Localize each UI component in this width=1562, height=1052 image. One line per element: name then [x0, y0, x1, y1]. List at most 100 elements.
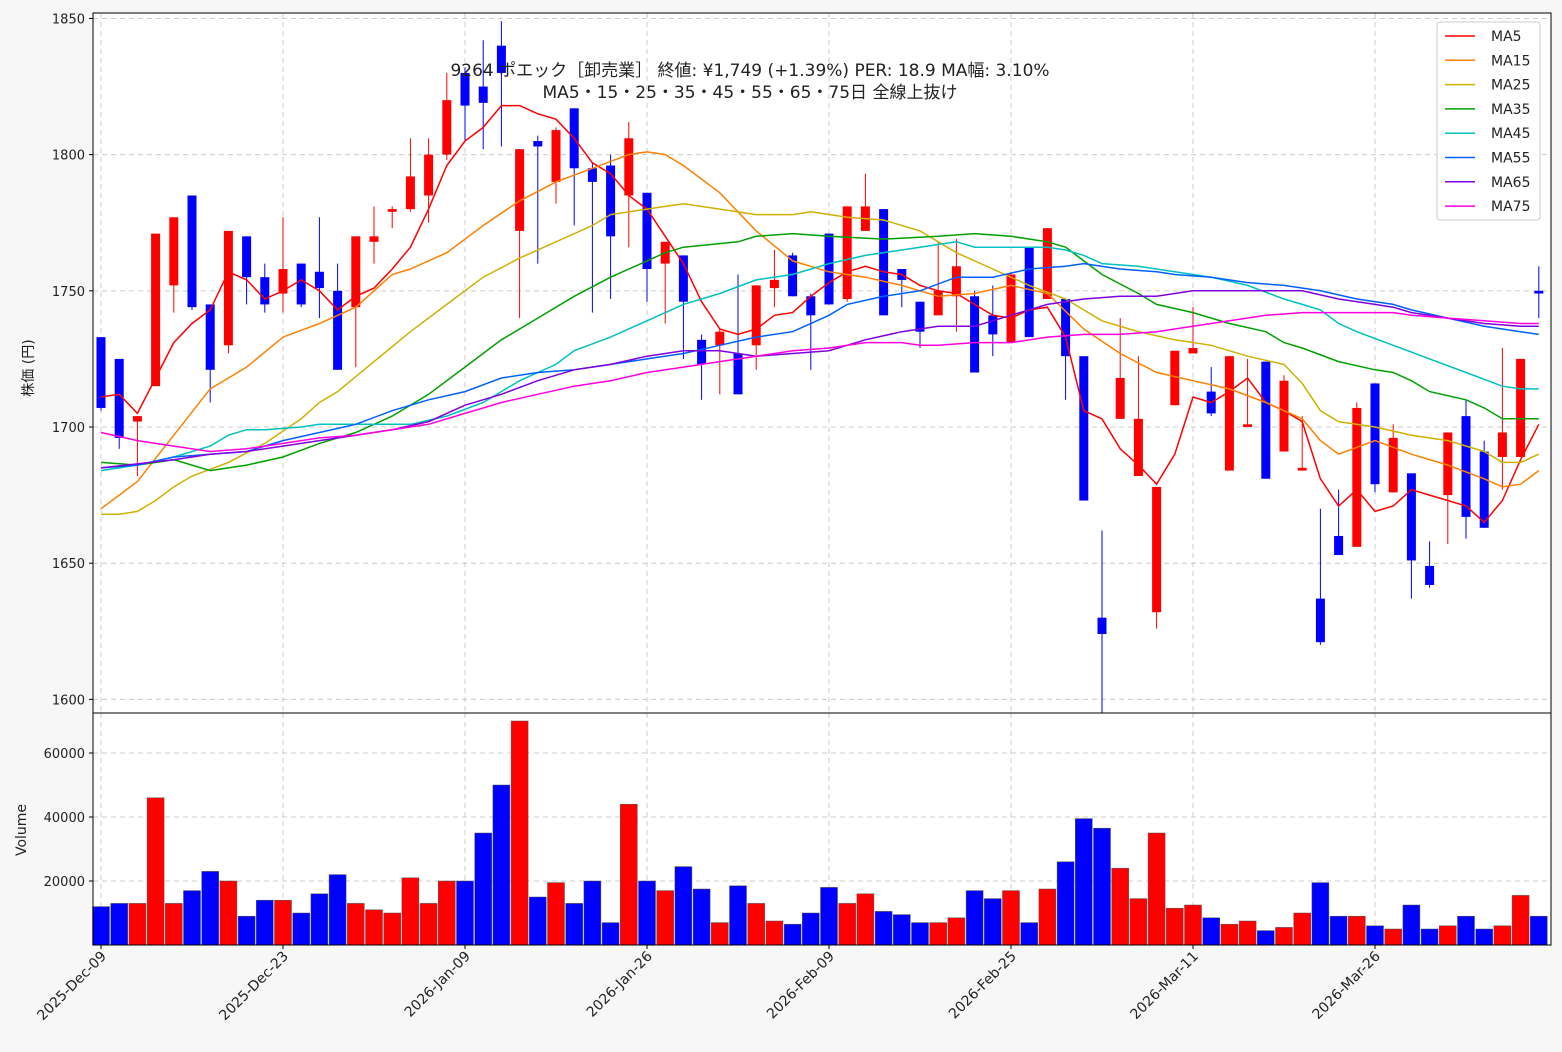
volume-bar: [1075, 818, 1093, 946]
candle-body: [96, 337, 106, 408]
candle-body: [970, 296, 980, 373]
volume-bar: [1111, 867, 1129, 946]
candle-body: [1334, 535, 1344, 556]
volume-bar: [1366, 925, 1384, 946]
volume-bar: [492, 784, 511, 946]
ma-line-ma5: [100, 104, 1540, 524]
candle-body: [1461, 416, 1471, 517]
candle-body: [1097, 617, 1107, 635]
volume-bar: [1348, 915, 1366, 946]
volume-bar: [92, 906, 110, 946]
chart-subtitle: MA5・15・25・35・45・55・65・75日 全線上抜け: [543, 83, 958, 103]
candle-body: [1079, 356, 1089, 501]
moving-average-lines: [100, 104, 1540, 524]
volume-bar: [984, 898, 1002, 946]
volume-bar: [1056, 861, 1075, 946]
candle-body: [1406, 473, 1416, 561]
candle-body: [1352, 407, 1362, 547]
candle-body: [951, 266, 961, 297]
volume-bar: [510, 720, 529, 946]
candle-body: [205, 304, 215, 370]
volume-bar: [1166, 907, 1184, 946]
volume-panel: 20000 40000 60000 Volume: [14, 712, 1552, 946]
volume-bar: [820, 887, 838, 946]
chart-title: 9264 ポエック［卸売業］ 終値: ¥1,749 (+1.39%) PER: …: [450, 61, 1049, 81]
ma-line-ma15: [100, 151, 1540, 510]
legend-label-ma45: MA45: [1491, 126, 1530, 142]
price-tick-label: 1750: [52, 285, 85, 300]
candle-body: [715, 331, 725, 346]
volume-bar: [1530, 915, 1548, 946]
candle-body: [1388, 437, 1398, 493]
candle-body: [1279, 380, 1289, 452]
candle-body: [1115, 377, 1125, 419]
candle-body: [314, 271, 324, 289]
candle-body: [879, 209, 889, 316]
candle-body: [151, 233, 161, 387]
volume-axis-label: Volume: [14, 804, 30, 856]
candle-body: [387, 209, 397, 212]
volume-bar: [838, 903, 856, 946]
volume-bar: [1420, 928, 1439, 946]
candle-body: [788, 255, 798, 297]
volume-bar: [1311, 882, 1330, 946]
volume-tick-label: 40000: [44, 811, 85, 826]
volume-bar: [310, 893, 329, 946]
volume-bar: [1493, 925, 1512, 946]
price-axis-label: 株価 (円): [21, 339, 37, 396]
volume-bar: [965, 890, 984, 946]
ma-line-ma75: [100, 311, 1539, 453]
volume-bar: [1384, 928, 1402, 946]
candle-body: [278, 269, 288, 294]
candle-body: [642, 192, 652, 270]
volume-bar: [146, 797, 165, 946]
volume-bar: [1439, 925, 1457, 946]
candle-body: [242, 236, 252, 278]
volume-bar: [1402, 904, 1421, 946]
volume-bar: [1238, 920, 1257, 946]
volume-bar: [1020, 922, 1038, 946]
volume-bar: [419, 903, 438, 946]
candle-body: [114, 358, 124, 438]
candle-body: [824, 233, 834, 305]
candle-body: [1152, 486, 1162, 613]
volume-bar: [1293, 912, 1311, 946]
candle-body: [169, 217, 179, 286]
candle-body: [533, 141, 543, 147]
volume-bar: [529, 896, 547, 946]
legend-box: [1436, 21, 1541, 221]
candle-body: [496, 45, 506, 73]
volume-bar: [165, 903, 183, 946]
volume-bar: [183, 890, 201, 946]
volume-bar: [201, 871, 219, 946]
candle-body: [587, 168, 597, 182]
volume-bar: [729, 885, 747, 946]
candle-body: [1224, 356, 1234, 471]
candle-body: [915, 301, 925, 332]
candle-body: [1479, 451, 1489, 528]
candle-body: [1443, 432, 1453, 496]
volume-bar: [1038, 888, 1057, 946]
volume-bar: [638, 880, 656, 946]
legend-label-ma5: MA5: [1491, 29, 1522, 45]
volume-bar: [856, 893, 875, 946]
price-tick-label: 1800: [52, 149, 85, 164]
volume-bar: [547, 882, 565, 946]
candle-body: [1534, 290, 1544, 294]
volume-bar: [1002, 890, 1020, 946]
candle-body: [460, 72, 470, 106]
volume-bar: [656, 890, 674, 946]
volume-bar: [1220, 923, 1239, 946]
candle-body: [369, 236, 379, 242]
candle-body: [187, 195, 197, 308]
price-tick-label: 1600: [52, 693, 85, 708]
volume-bar: [1511, 895, 1530, 946]
volume-bar: [893, 914, 911, 946]
candle-body: [1170, 350, 1180, 406]
candle-body: [1006, 274, 1016, 343]
price-axis-ticks: 1600 1650 1700 1750 1800 1850: [52, 12, 93, 708]
candle-body: [1061, 298, 1071, 357]
volume-bar: [1329, 915, 1348, 946]
volume-bar: [401, 877, 420, 946]
